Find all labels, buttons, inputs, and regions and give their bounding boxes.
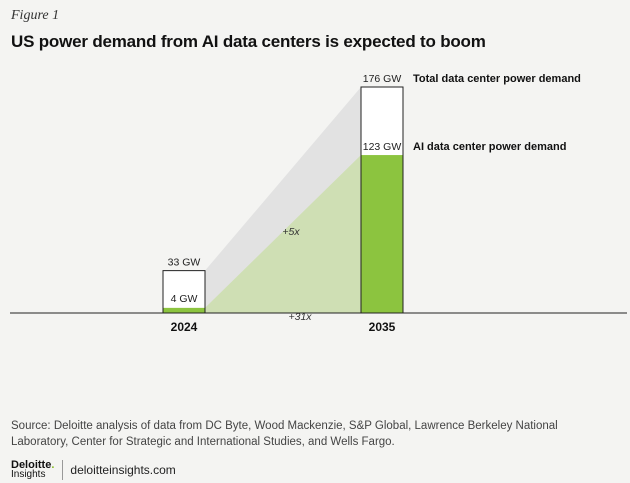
growth-annotation-ai: +31x <box>288 311 312 323</box>
x-tick-2024: 2024 <box>171 320 198 334</box>
footer: Deloitte. Insights deloitteinsights.com <box>11 460 176 480</box>
series-label-total: Total data center power demand <box>413 73 581 85</box>
logo-subtext: Insights <box>11 469 46 480</box>
series-label-ai: AI data center power demand <box>413 141 566 153</box>
deloitte-insights-logo[interactable]: Deloitte. Insights <box>11 460 54 480</box>
chart-title: US power demand from AI data centers is … <box>11 32 486 51</box>
ai-growth-wedge <box>205 155 361 313</box>
chart: 33 GW 4 GW 2024 176 GW 123 GW 2035 Total data … <box>10 73 627 334</box>
label-total-2035: 176 GW <box>363 73 402 85</box>
source-note: Source: Deloitte analysis of data from D… <box>11 420 558 448</box>
figure-label: Figure 1 <box>11 8 60 23</box>
label-ai-2024: 4 GW <box>171 293 198 305</box>
growth-annotation-total: +5x <box>282 226 300 238</box>
x-tick-2035: 2035 <box>369 320 396 334</box>
bar-total-2024 <box>162 270 206 314</box>
bar-ai-2035 <box>361 155 403 313</box>
site-link[interactable]: deloitteinsights.com <box>70 463 176 477</box>
label-ai-2035: 123 GW <box>363 141 402 153</box>
bar-ai-2024 <box>163 307 205 313</box>
label-total-2024: 33 GW <box>168 257 201 269</box>
footer-divider <box>62 460 64 480</box>
logo-wordmark: Deloitte. <box>11 459 55 471</box>
